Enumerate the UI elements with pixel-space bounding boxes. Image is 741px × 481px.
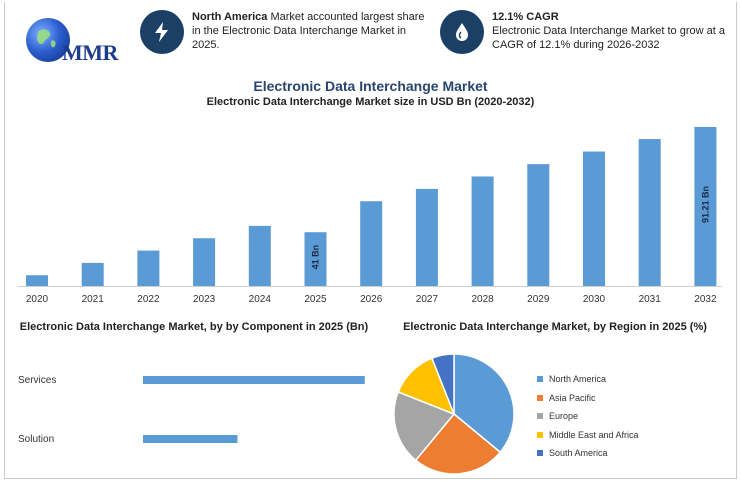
mmr-logo: MMR	[18, 10, 118, 70]
hbar-solution	[143, 435, 238, 443]
info-cagr-desc: Electronic Data Interchange Market to gr…	[492, 25, 725, 51]
legend-item: South America	[537, 444, 639, 463]
info-cagr: 12.1% CAGR Electronic Data Interchange M…	[440, 10, 740, 62]
drop-icon	[456, 23, 468, 41]
legend-label: South America	[549, 448, 608, 459]
logo-text: MMR	[62, 40, 118, 65]
x-tick-label: 2025	[304, 294, 327, 305]
pie-slice-asia-pacific	[414, 412, 502, 475]
info-north-america-desc: Market accounted largest share in the El…	[192, 11, 425, 51]
bar-2021	[81, 262, 104, 286]
category-label: Services	[18, 375, 56, 386]
legend-swatch	[537, 394, 543, 401]
legend-swatch	[537, 413, 543, 420]
bar-2025	[304, 232, 327, 286]
component-chart-title: Electronic Data Interchange Market, by b…	[19, 321, 369, 333]
bar-2020	[26, 275, 48, 286]
main-title: Electronic Data Interchange Market	[253, 78, 488, 94]
pie-slice-south-america	[430, 353, 455, 415]
globe-land-icon	[37, 29, 56, 48]
component-bar-chart: Services Solution	[18, 375, 365, 445]
x-tick-label: 2031	[639, 294, 662, 305]
bar-2023	[193, 238, 216, 286]
category-label: Solution	[18, 434, 54, 445]
legend-label: Europe	[549, 411, 579, 422]
sub-title: Electronic Data Interchange Market size …	[206, 96, 535, 108]
bar-2031	[638, 139, 661, 286]
legend-swatch	[537, 376, 543, 383]
region-legend: North America Asia Pacific Europe Middle Ea…	[537, 370, 639, 463]
x-tick-label: 2021	[82, 294, 105, 305]
info-north-america: North America Market accounted largest s…	[140, 10, 430, 62]
bar-2028	[471, 176, 494, 286]
market-size-bar-chart: 2020 2021 2022 2023 2024 2025 41 Bn 2026 2027 202…	[18, 126, 722, 305]
bar-2032	[694, 126, 717, 286]
bar-2024	[248, 225, 271, 286]
info-north-america-bold: North America	[192, 11, 268, 23]
x-tick-label: 2020	[26, 294, 49, 305]
x-tick-label: 2024	[249, 294, 272, 305]
x-tick-label: 2026	[360, 294, 383, 305]
bar-2030	[583, 151, 605, 286]
legend-label: North America	[549, 374, 607, 385]
legend-item: Asia Pacific	[537, 389, 639, 408]
bar-2026	[360, 201, 383, 286]
x-tick-label: 2023	[193, 294, 216, 305]
hbar-services	[143, 376, 365, 384]
pie-slice-north-america	[453, 353, 515, 454]
page-frame	[4, 2, 737, 479]
pie-slice-europe	[393, 390, 456, 462]
x-tick-label: 2032	[694, 294, 717, 305]
x-tick-label: 2030	[583, 294, 606, 305]
x-tick-label: 2022	[137, 294, 160, 305]
legend-label: Middle East and Africa	[549, 429, 639, 440]
x-tick-label: 2028	[471, 294, 494, 305]
info-north-america-text: North America Market accounted largest s…	[192, 10, 430, 52]
legend-item: Europe	[537, 407, 639, 426]
info-cagr-bold: 12.1% CAGR	[492, 11, 559, 23]
drop-badge	[440, 10, 484, 54]
bar-2029	[527, 164, 550, 286]
legend-swatch	[537, 450, 543, 457]
globe-icon	[26, 18, 70, 62]
info-cagr-text: 12.1% CAGR Electronic Data Interchange M…	[492, 10, 740, 52]
lightning-badge	[140, 10, 184, 54]
lightning-icon	[155, 22, 168, 42]
bar-2022	[137, 250, 160, 286]
x-tick-label: 2027	[416, 294, 439, 305]
legend-label: Asia Pacific	[549, 392, 596, 403]
data-label: 91.21 Bn	[700, 186, 710, 223]
x-tick-label: 2029	[527, 294, 550, 305]
region-pie-chart	[393, 353, 515, 475]
legend-swatch	[537, 431, 543, 438]
legend-item: Middle East and Africa	[537, 426, 639, 445]
data-label: 41 Bn	[311, 245, 321, 270]
legend-item: North America	[537, 370, 639, 389]
region-chart-title: Electronic Data Interchange Market, by R…	[403, 321, 707, 333]
bar-2027	[415, 188, 438, 286]
